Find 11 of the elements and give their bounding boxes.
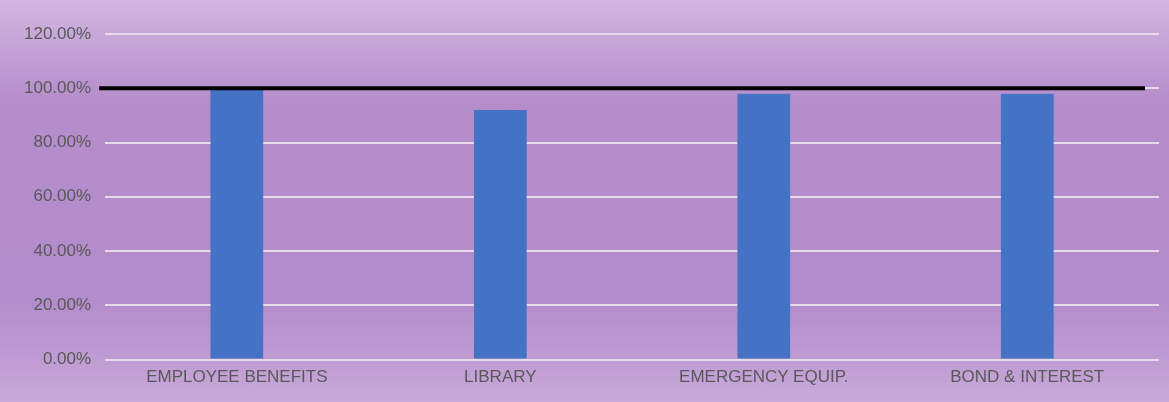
y-tick-label: 120.00%	[23, 23, 92, 43]
y-tick-label: 40.00%	[33, 240, 92, 260]
x-tick-label: EMPLOYEE BENEFITS	[146, 367, 328, 387]
y-tick-label: 60.00%	[33, 186, 92, 206]
y-tick-label: 80.00%	[33, 132, 92, 152]
y-tick-label: 0.00%	[42, 349, 92, 369]
x-tick-label: LIBRARY	[464, 367, 537, 387]
y-tick-label: 20.00%	[33, 295, 92, 315]
x-tick-label: EMERGENCY EQUIP.	[679, 367, 849, 387]
x-tick-label: BOND & INTEREST	[950, 367, 1105, 387]
y-tick-label: 100.00%	[23, 77, 92, 97]
